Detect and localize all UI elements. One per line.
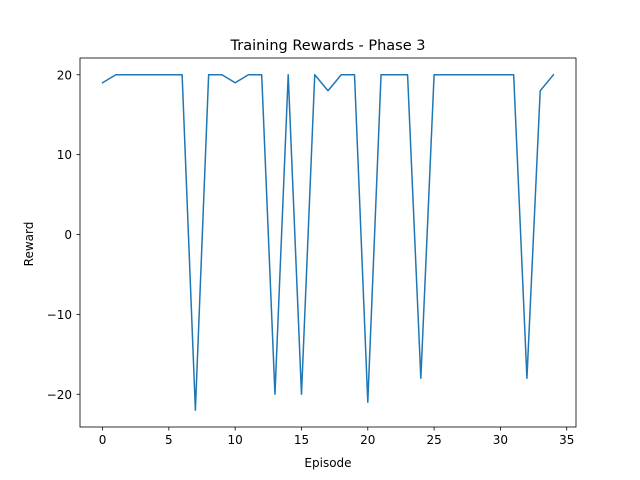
x-tick-label: 0 <box>99 433 107 447</box>
chart-title: Training Rewards - Phase 3 <box>230 38 426 54</box>
x-tick-label: 10 <box>228 433 243 447</box>
x-tick-label: 30 <box>493 433 508 447</box>
plot-area <box>101 73 555 411</box>
y-tick-label: −20 <box>47 388 72 402</box>
y-tick-label: 0 <box>64 228 72 242</box>
x-tick-label: 5 <box>165 433 173 447</box>
y-tick-label: 10 <box>57 148 72 162</box>
y-tick-label: −10 <box>47 308 72 322</box>
x-axis-label: Episode <box>304 456 351 470</box>
y-axis-label: Reward <box>22 222 36 267</box>
axes: 0 5 10 15 20 25 30 35 −20 −10 0 10 20 <box>47 57 577 447</box>
x-tick-label: 15 <box>294 433 309 447</box>
series-line-0 <box>101 73 555 411</box>
x-tick-label: 25 <box>426 433 441 447</box>
x-tick-label: 35 <box>559 433 574 447</box>
y-tick-label: 20 <box>57 68 72 82</box>
axes-frame <box>79 57 577 428</box>
x-tick-label: 20 <box>360 433 375 447</box>
